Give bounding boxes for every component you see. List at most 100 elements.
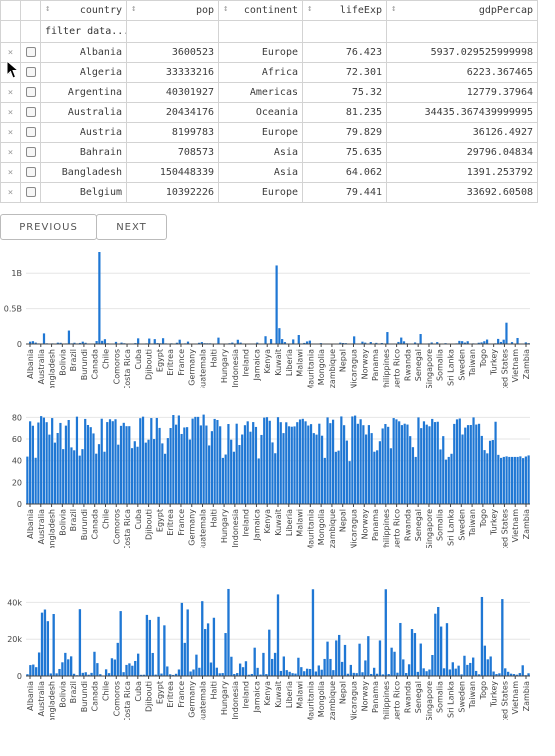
bar[interactable]	[294, 673, 297, 676]
bar[interactable]	[103, 451, 106, 504]
bar[interactable]	[268, 629, 271, 676]
bar[interactable]	[444, 459, 448, 504]
bar[interactable]	[343, 644, 347, 676]
bar[interactable]	[239, 342, 242, 344]
bar[interactable]	[61, 662, 64, 676]
bar[interactable]	[224, 454, 227, 504]
bar[interactable]	[472, 657, 475, 676]
bar[interactable]	[300, 667, 303, 676]
bar[interactable]	[26, 456, 29, 504]
sort-arrows-icon[interactable]: ↕	[391, 4, 397, 14]
bar[interactable]	[31, 341, 35, 344]
bar[interactable]	[378, 441, 382, 504]
bar[interactable]	[273, 652, 277, 676]
bar[interactable]	[154, 674, 157, 676]
table-cell-pop[interactable]: 40301927	[126, 82, 219, 103]
bar[interactable]	[81, 341, 84, 344]
bar[interactable]	[141, 416, 145, 504]
bar[interactable]	[335, 640, 338, 676]
bar[interactable]	[189, 671, 192, 676]
bar[interactable]	[232, 451, 236, 504]
bar[interactable]	[454, 668, 457, 676]
bar[interactable]	[84, 672, 87, 676]
bar[interactable]	[236, 339, 239, 344]
bar[interactable]	[338, 634, 341, 676]
bar[interactable]	[451, 662, 454, 676]
bar[interactable]	[502, 339, 505, 344]
column-header-gdppercap[interactable]: ↕ gdpPercap	[386, 0, 538, 21]
bar[interactable]	[43, 609, 47, 676]
bar[interactable]	[99, 674, 102, 676]
bar[interactable]	[108, 419, 112, 504]
bar[interactable]	[352, 672, 355, 676]
bar[interactable]	[399, 622, 402, 676]
bar[interactable]	[417, 417, 420, 504]
checkbox-icon[interactable]	[25, 127, 36, 137]
bar[interactable]	[318, 423, 321, 504]
bar[interactable]	[201, 601, 204, 676]
bar[interactable]	[101, 340, 104, 344]
bar[interactable]	[353, 336, 356, 344]
bar[interactable]	[349, 664, 352, 676]
bar[interactable]	[339, 342, 342, 344]
bar[interactable]	[236, 673, 239, 676]
table-cell-continent[interactable]: Americas	[218, 82, 303, 103]
bar[interactable]	[163, 625, 166, 676]
bar[interactable]	[92, 433, 95, 504]
bar[interactable]	[274, 453, 277, 504]
bar[interactable]	[524, 456, 527, 504]
bar[interactable]	[119, 425, 123, 504]
bar[interactable]	[288, 671, 291, 676]
bar[interactable]	[494, 421, 497, 504]
bar[interactable]	[231, 342, 234, 344]
bar[interactable]	[501, 599, 504, 676]
bar[interactable]	[241, 667, 245, 676]
checkbox-icon[interactable]	[25, 167, 36, 177]
table-cell-gdppercap[interactable]: 36126.4927	[386, 122, 538, 143]
bar[interactable]	[395, 419, 398, 504]
bar[interactable]	[381, 674, 385, 676]
bar[interactable]	[136, 653, 140, 676]
table-cell-gdppercap[interactable]: 6223.367465	[386, 62, 538, 83]
bar[interactable]	[483, 450, 486, 504]
bar[interactable]	[370, 673, 373, 676]
bar[interactable]	[210, 431, 214, 504]
bar[interactable]	[364, 342, 367, 344]
delete-row-icon[interactable]: ×	[0, 82, 21, 103]
bar[interactable]	[192, 669, 195, 676]
bar[interactable]	[464, 427, 467, 504]
bar[interactable]	[461, 434, 464, 504]
bar[interactable]	[197, 342, 201, 344]
bar[interactable]	[55, 673, 58, 676]
bar[interactable]	[373, 451, 376, 504]
table-cell-gdppercap[interactable]: 5937.029525999998	[386, 42, 538, 63]
bar[interactable]	[505, 456, 508, 504]
bar[interactable]	[116, 642, 119, 676]
bar[interactable]	[158, 427, 161, 504]
bar[interactable]	[230, 439, 233, 504]
bar[interactable]	[364, 660, 367, 676]
bar[interactable]	[348, 461, 351, 504]
bar[interactable]	[378, 640, 382, 676]
bar[interactable]	[26, 674, 29, 676]
bar[interactable]	[510, 456, 514, 504]
bar[interactable]	[259, 674, 262, 676]
column-header-country[interactable]: ↕ country	[40, 0, 127, 21]
bar[interactable]	[169, 428, 172, 504]
bar[interactable]	[287, 426, 291, 504]
bar[interactable]	[120, 342, 123, 344]
bar[interactable]	[502, 456, 505, 504]
table-row[interactable]: × Bahrain 708573 Asia 75.635 29796.04834	[0, 142, 538, 163]
bar[interactable]	[177, 415, 180, 504]
table-cell-continent[interactable]: Europe	[218, 182, 303, 203]
bar[interactable]	[370, 433, 373, 504]
bar[interactable]	[163, 453, 167, 504]
bar[interactable]	[238, 663, 242, 676]
bar[interactable]	[521, 665, 524, 676]
bar[interactable]	[422, 421, 426, 504]
bar[interactable]	[439, 626, 443, 676]
bar[interactable]	[472, 417, 475, 504]
bar[interactable]	[393, 651, 396, 676]
bar[interactable]	[504, 668, 507, 676]
bar[interactable]	[414, 456, 417, 504]
